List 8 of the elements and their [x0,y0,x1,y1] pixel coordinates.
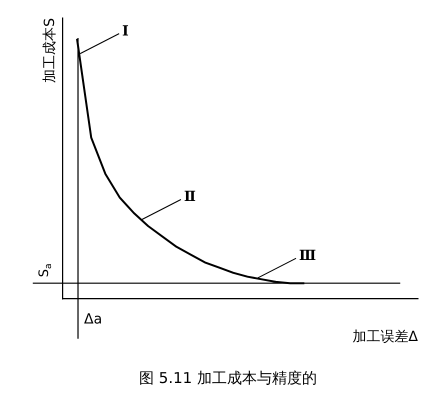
text: Sa [37,263,54,278]
text: 图 5.11 加工成本与精度的 [139,368,317,387]
annotation: Ⅱ [184,189,196,206]
x-axis-title: 加工误差Δ [352,329,418,346]
annotation: Ⅰ [122,23,129,40]
text: Δa [84,311,102,328]
annotation: Ⅲ [299,248,316,264]
y-axis-title: 加工成本S [42,18,58,83]
